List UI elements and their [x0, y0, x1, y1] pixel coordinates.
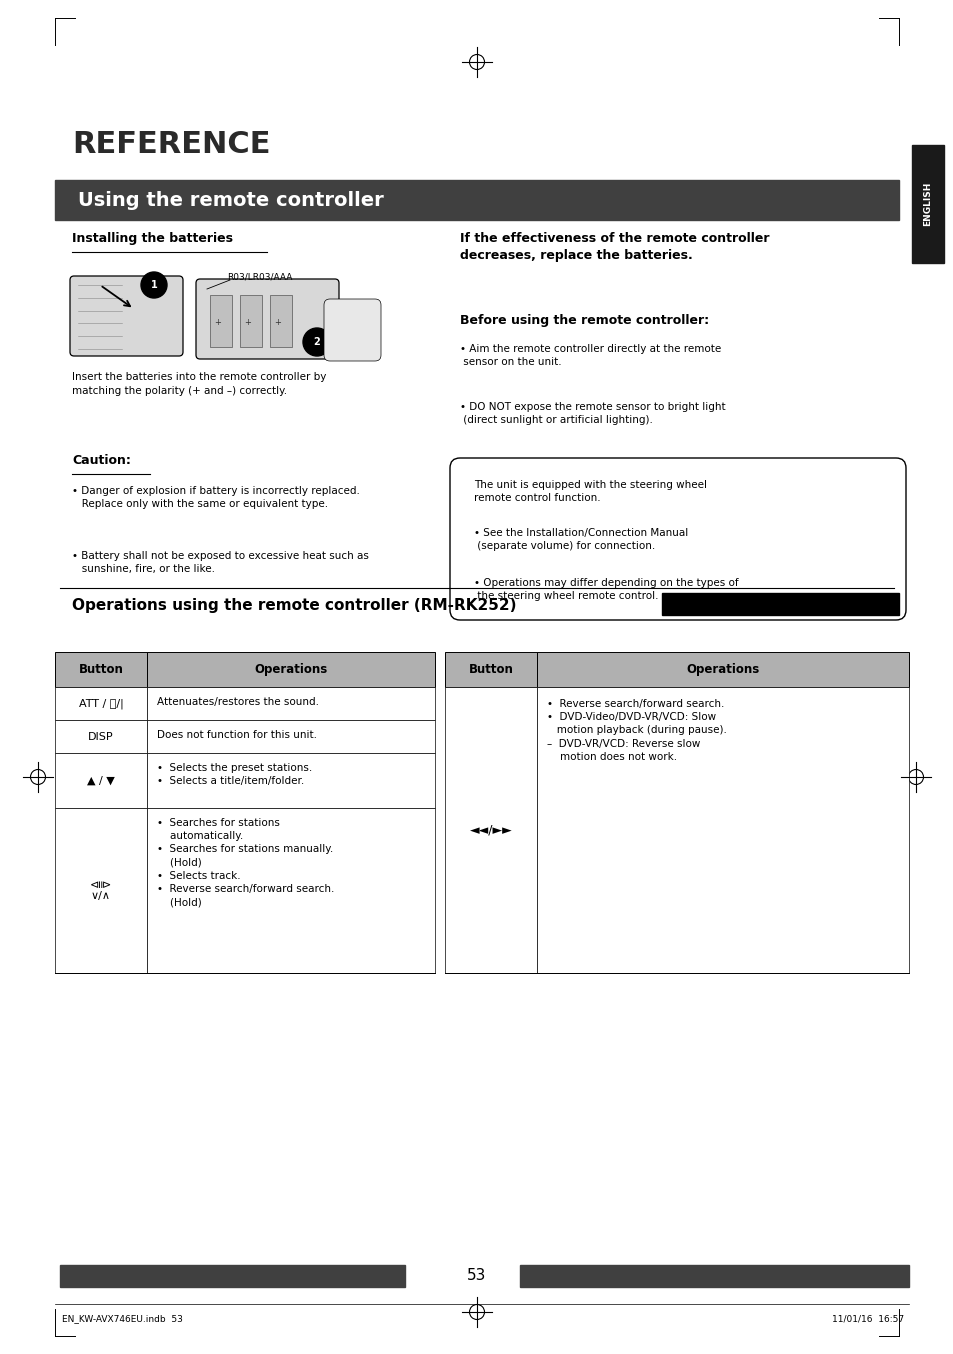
Text: Button: Button: [468, 663, 513, 676]
Text: +: +: [214, 317, 221, 326]
Text: Attenuates/restores the sound.: Attenuates/restores the sound.: [157, 697, 318, 707]
Bar: [55, 653, 147, 686]
FancyBboxPatch shape: [70, 276, 183, 356]
Bar: [537, 653, 908, 686]
Bar: [519, 1265, 908, 1288]
Text: • Aim the remote controller directly at the remote
 sensor on the unit.: • Aim the remote controller directly at …: [459, 344, 720, 367]
Text: 2: 2: [314, 337, 320, 347]
Text: DISP: DISP: [88, 731, 113, 742]
Text: •  Searches for stations
    automatically.
•  Searches for stations manually.
 : • Searches for stations automatically. •…: [157, 818, 334, 907]
Text: •  Reverse search/forward search.
•  DVD-Video/DVD-VR/VCD: Slow
   motion playba: • Reverse search/forward search. • DVD-V…: [546, 699, 726, 762]
Text: ◄◄/►►: ◄◄/►►: [469, 823, 512, 837]
Text: EN_KW-AVX746EU.indb  53: EN_KW-AVX746EU.indb 53: [62, 1315, 183, 1323]
Bar: [55, 720, 147, 753]
Text: +: +: [274, 317, 281, 326]
FancyBboxPatch shape: [195, 279, 338, 359]
Bar: [240, 295, 262, 347]
Text: Does not function for this unit.: Does not function for this unit.: [157, 730, 316, 741]
FancyBboxPatch shape: [450, 458, 905, 620]
Bar: [210, 295, 232, 347]
Bar: [55, 753, 147, 808]
Text: •  Selects the preset stations.
•  Selects a title/item/folder.: • Selects the preset stations. • Selects…: [157, 764, 312, 787]
Bar: [444, 686, 537, 974]
Text: Using the remote controller: Using the remote controller: [78, 191, 383, 210]
Bar: [147, 686, 435, 720]
Text: 53: 53: [467, 1269, 486, 1284]
Bar: [60, 1265, 405, 1288]
Text: 1: 1: [151, 280, 157, 290]
Text: ATT / ⏻/|: ATT / ⏻/|: [78, 699, 123, 708]
Text: The unit is equipped with the steering wheel
remote control function.: The unit is equipped with the steering w…: [474, 481, 706, 504]
Text: Button: Button: [78, 663, 123, 676]
Text: 11/01/16  16:57: 11/01/16 16:57: [831, 1315, 903, 1323]
Circle shape: [141, 272, 167, 298]
Text: Insert the batteries into the remote controller by
matching the polarity (+ and : Insert the batteries into the remote con…: [71, 372, 326, 395]
Text: ▲ / ▼: ▲ / ▼: [87, 776, 114, 785]
Text: Operations: Operations: [685, 663, 759, 676]
Text: • DO NOT expose the remote sensor to bright light
 (direct sunlight or artificia: • DO NOT expose the remote sensor to bri…: [459, 402, 725, 425]
Circle shape: [303, 328, 331, 356]
Bar: [147, 720, 435, 753]
Text: ⧏⧐
∨/∧: ⧏⧐ ∨/∧: [90, 880, 112, 902]
Bar: [270, 295, 292, 347]
Bar: [661, 593, 898, 615]
Bar: [147, 653, 435, 686]
FancyBboxPatch shape: [324, 299, 380, 362]
Bar: [147, 808, 435, 974]
Text: • Battery shall not be exposed to excessive heat such as
   sunshine, fire, or t: • Battery shall not be exposed to excess…: [71, 551, 369, 574]
Text: Before using the remote controller:: Before using the remote controller:: [459, 314, 708, 328]
Text: • Operations may differ depending on the types of
 the steering wheel remote con: • Operations may differ depending on the…: [474, 578, 738, 601]
Bar: [537, 686, 908, 974]
Text: • See the Installation/Connection Manual
 (separate volume) for connection.: • See the Installation/Connection Manual…: [474, 528, 687, 551]
Bar: [444, 653, 537, 686]
Bar: [55, 808, 147, 974]
Text: Operations using the remote controller (RM-RK252): Operations using the remote controller (…: [71, 598, 516, 613]
Text: R03/LR03/AAA: R03/LR03/AAA: [227, 272, 292, 282]
Text: +: +: [244, 317, 252, 326]
Text: ENGLISH: ENGLISH: [923, 181, 931, 226]
Text: • Danger of explosion if battery is incorrectly replaced.
   Replace only with t: • Danger of explosion if battery is inco…: [71, 486, 359, 509]
Bar: [147, 753, 435, 808]
Text: REFERENCE: REFERENCE: [71, 130, 271, 158]
Bar: [911, 145, 943, 263]
Bar: [55, 686, 147, 720]
Text: Operations: Operations: [254, 663, 327, 676]
Text: Caution:: Caution:: [71, 454, 131, 467]
Text: Installing the batteries: Installing the batteries: [71, 232, 233, 245]
Bar: [55, 180, 898, 219]
Text: If the effectiveness of the remote controller
decreases, replace the batteries.: If the effectiveness of the remote contr…: [459, 232, 769, 263]
